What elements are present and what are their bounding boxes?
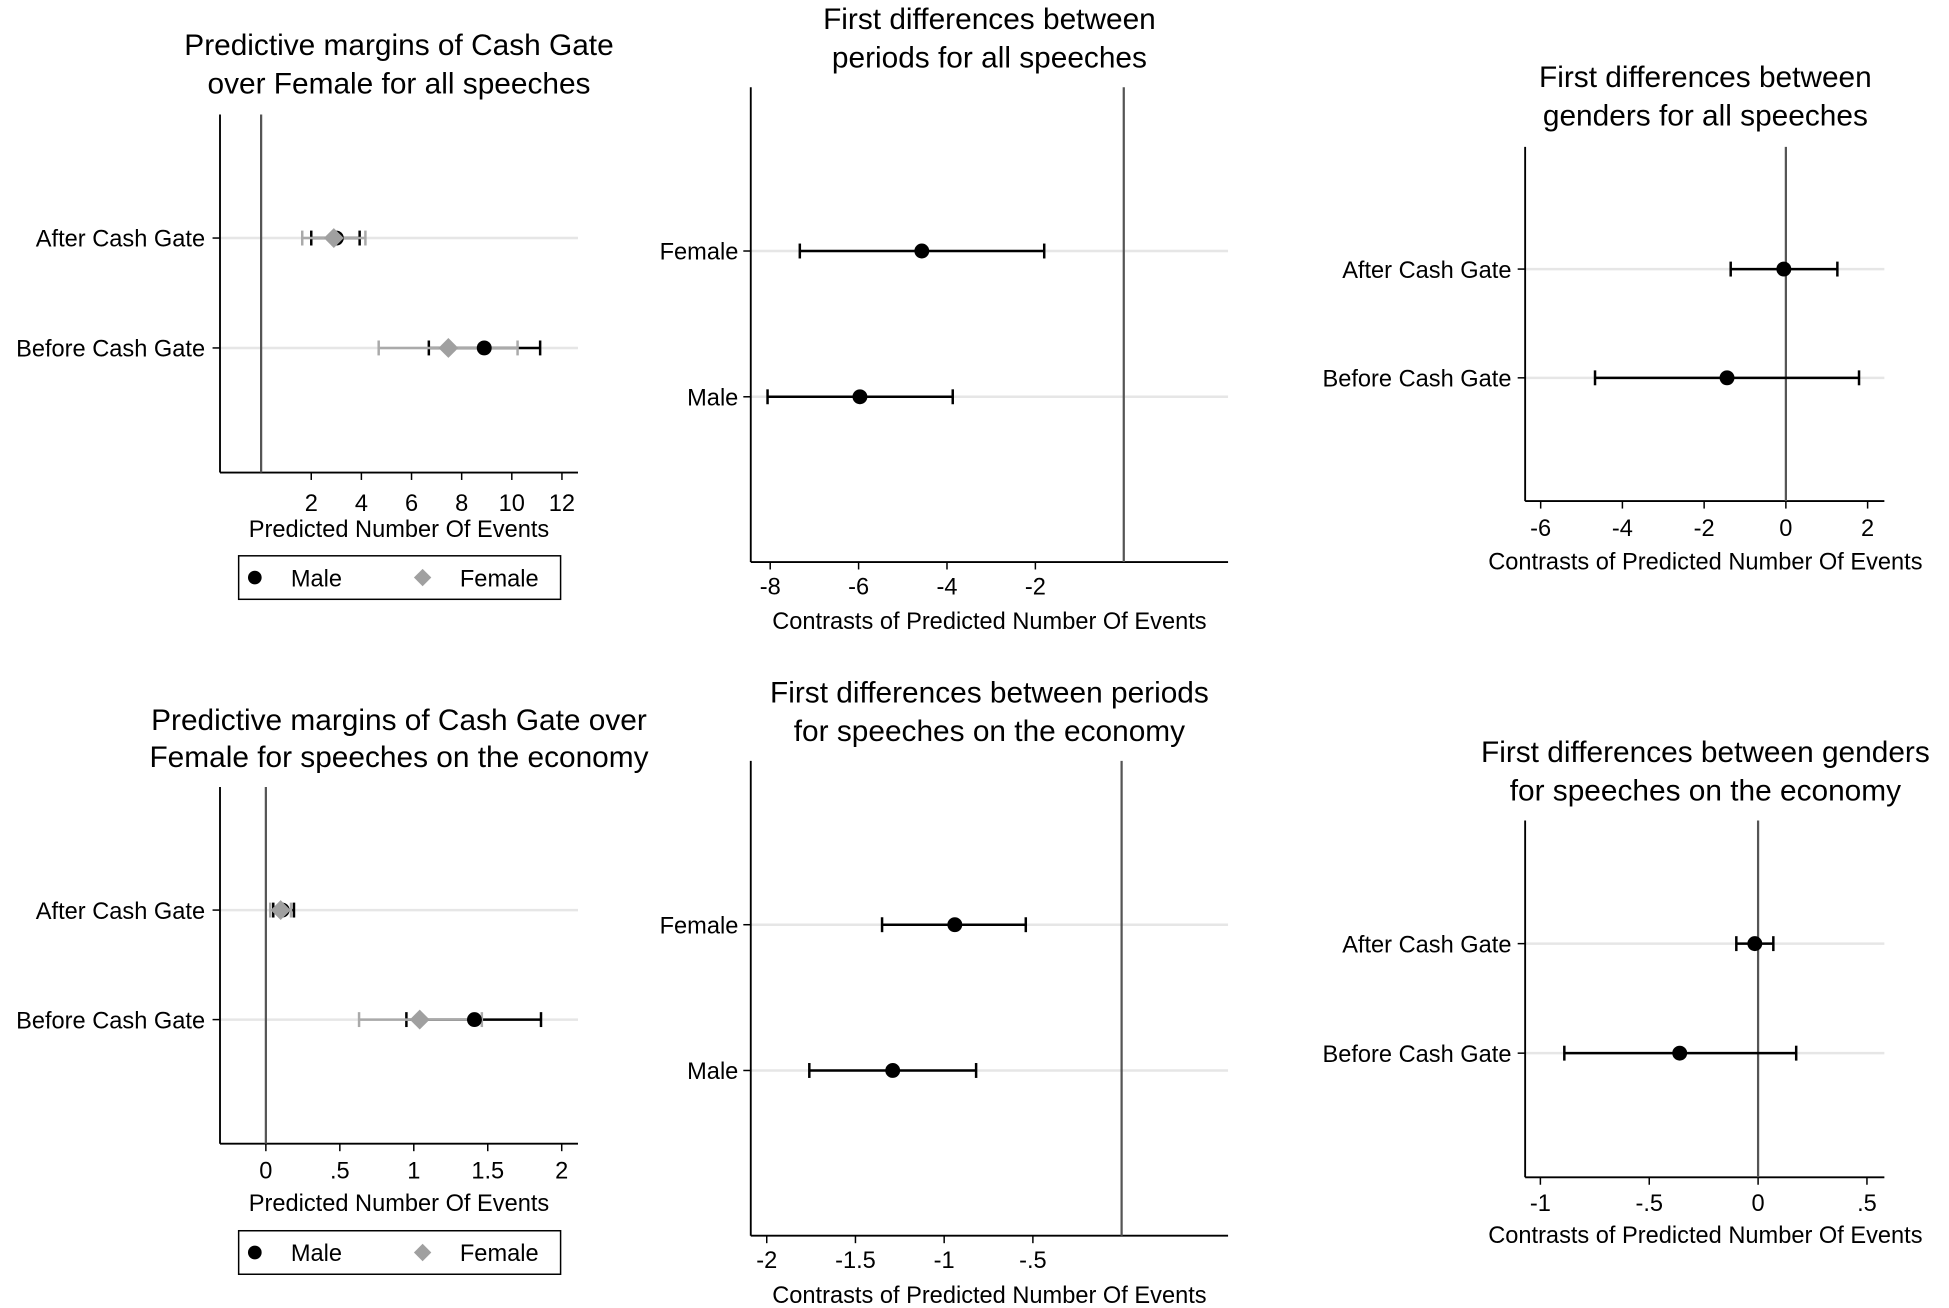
- chart-title: genders for all speeches: [1543, 100, 1868, 133]
- female-marker: [438, 338, 459, 358]
- chart-title: periods for all speeches: [832, 41, 1147, 74]
- x-tick-label: 1: [407, 1159, 420, 1185]
- y-tick-label: Before Cash Gate: [1322, 1042, 1511, 1068]
- chart-title: First differences between: [1539, 61, 1872, 94]
- panel-6: First differences between genders for spe…: [1322, 736, 1929, 1249]
- legend-female-marker: [413, 1243, 432, 1262]
- point-marker: [885, 1063, 901, 1078]
- x-axis-title: Predicted Number Of Events: [249, 517, 550, 543]
- female-marker: [409, 1009, 430, 1030]
- y-tick-label: After Cash Gate: [1342, 258, 1511, 284]
- y-tick-label: After Cash Gate: [36, 899, 205, 925]
- legend-label-male: Male: [291, 566, 342, 592]
- x-tick-label: 6: [405, 491, 418, 517]
- x-tick-label: -4: [936, 574, 957, 600]
- y-tick-label: Male: [687, 385, 738, 411]
- point-marker: [852, 389, 868, 405]
- x-axis-title: Contrasts of Predicted Number Of Events: [1488, 1223, 1922, 1249]
- panel-1: Predictive margins of Cash Gate over Fema…: [16, 29, 614, 601]
- x-tick-label: -8: [760, 574, 781, 600]
- chart-title: over Female for all speeches: [208, 67, 591, 100]
- chart-title: Female for speeches on the economy: [149, 741, 648, 774]
- point-marker: [947, 917, 963, 933]
- x-tick-label: -1: [1530, 1191, 1551, 1217]
- x-tick-label: .5: [330, 1159, 350, 1185]
- legend: Male Female: [237, 1229, 562, 1275]
- chart-title: for speeches on the economy: [794, 715, 1185, 748]
- panel-4: Predictive margins of Cash Gate over Fema…: [16, 704, 649, 1275]
- legend-box: [237, 555, 562, 601]
- legend-label-female: Female: [460, 1241, 539, 1267]
- y-tick-label: Female: [660, 240, 739, 266]
- y-tick-label: Male: [687, 1059, 738, 1085]
- point-marker: [1776, 261, 1792, 277]
- x-axis-title: Predicted Number Of Events: [249, 1191, 550, 1217]
- x-tick-label: 2: [1861, 516, 1874, 542]
- x-tick-label: -6: [1530, 516, 1551, 542]
- x-tick-label: 1.5: [471, 1159, 504, 1185]
- x-tick-label: -1: [934, 1248, 955, 1274]
- chart-title: First differences between: [823, 3, 1156, 36]
- chart-title: for speeches on the economy: [1510, 775, 1901, 808]
- x-tick-label: -.5: [1019, 1248, 1047, 1274]
- y-tick-label: Before Cash Gate: [1322, 367, 1511, 393]
- panel-5: First differences between periods for spe…: [660, 676, 1229, 1308]
- chart-title: Predictive margins of Cash Gate over: [151, 704, 647, 737]
- panel-3: First differences between genders for all…: [1322, 61, 1922, 575]
- legend: Male Female: [237, 555, 562, 601]
- x-tick-label: -2: [1025, 574, 1046, 600]
- female-marker: [270, 900, 291, 921]
- x-tick-label: -4: [1612, 516, 1633, 542]
- point-marker: [914, 243, 930, 259]
- chart-title: Predictive margins of Cash Gate: [184, 29, 613, 62]
- point-marker: [1719, 370, 1735, 386]
- legend-female-marker: [413, 568, 432, 587]
- x-tick-label: 2: [555, 1159, 568, 1185]
- y-tick-label: Female: [660, 913, 739, 939]
- legend-label-female: Female: [460, 566, 539, 592]
- x-tick-label: 4: [355, 491, 368, 517]
- x-tick-label: 0: [259, 1159, 272, 1185]
- x-tick-label: -6: [848, 574, 869, 600]
- legend-label-male: Male: [291, 1241, 342, 1267]
- y-tick-label: Before Cash Gate: [16, 337, 205, 363]
- x-tick-label: .5: [1857, 1191, 1877, 1217]
- x-tick-label: -2: [1694, 516, 1715, 542]
- x-tick-label: 0: [1752, 1191, 1765, 1217]
- male-marker: [476, 340, 492, 356]
- x-axis-title: Contrasts of Predicted Number Of Events: [772, 609, 1206, 635]
- x-tick-label: 2: [305, 491, 318, 517]
- chart-title: First differences between genders: [1481, 736, 1930, 769]
- x-axis-title: Contrasts of Predicted Number Of Events: [1488, 549, 1922, 575]
- legend-box: [237, 1229, 562, 1275]
- y-tick-label: Before Cash Gate: [16, 1008, 205, 1034]
- x-axis-title: Contrasts of Predicted Number Of Events: [772, 1283, 1206, 1308]
- x-tick-label: -1.5: [835, 1248, 876, 1274]
- x-tick-label: 12: [549, 491, 575, 517]
- y-tick-label: After Cash Gate: [1342, 932, 1511, 958]
- legend-male-marker: [247, 570, 262, 585]
- x-tick-label: 0: [1779, 516, 1792, 542]
- x-tick-label: 10: [499, 491, 525, 517]
- male-marker: [466, 1012, 482, 1028]
- point-marker: [1747, 936, 1763, 952]
- chart-title: First differences between periods: [770, 676, 1209, 709]
- x-tick-label: 8: [455, 491, 468, 517]
- x-tick-label: -2: [756, 1248, 777, 1274]
- panel-2: First differences between periods for all…: [660, 3, 1229, 635]
- y-tick-label: After Cash Gate: [36, 227, 205, 253]
- female-marker: [323, 228, 344, 248]
- legend-male-marker: [247, 1245, 262, 1260]
- x-tick-label: -.5: [1635, 1191, 1663, 1217]
- point-marker: [1672, 1045, 1688, 1061]
